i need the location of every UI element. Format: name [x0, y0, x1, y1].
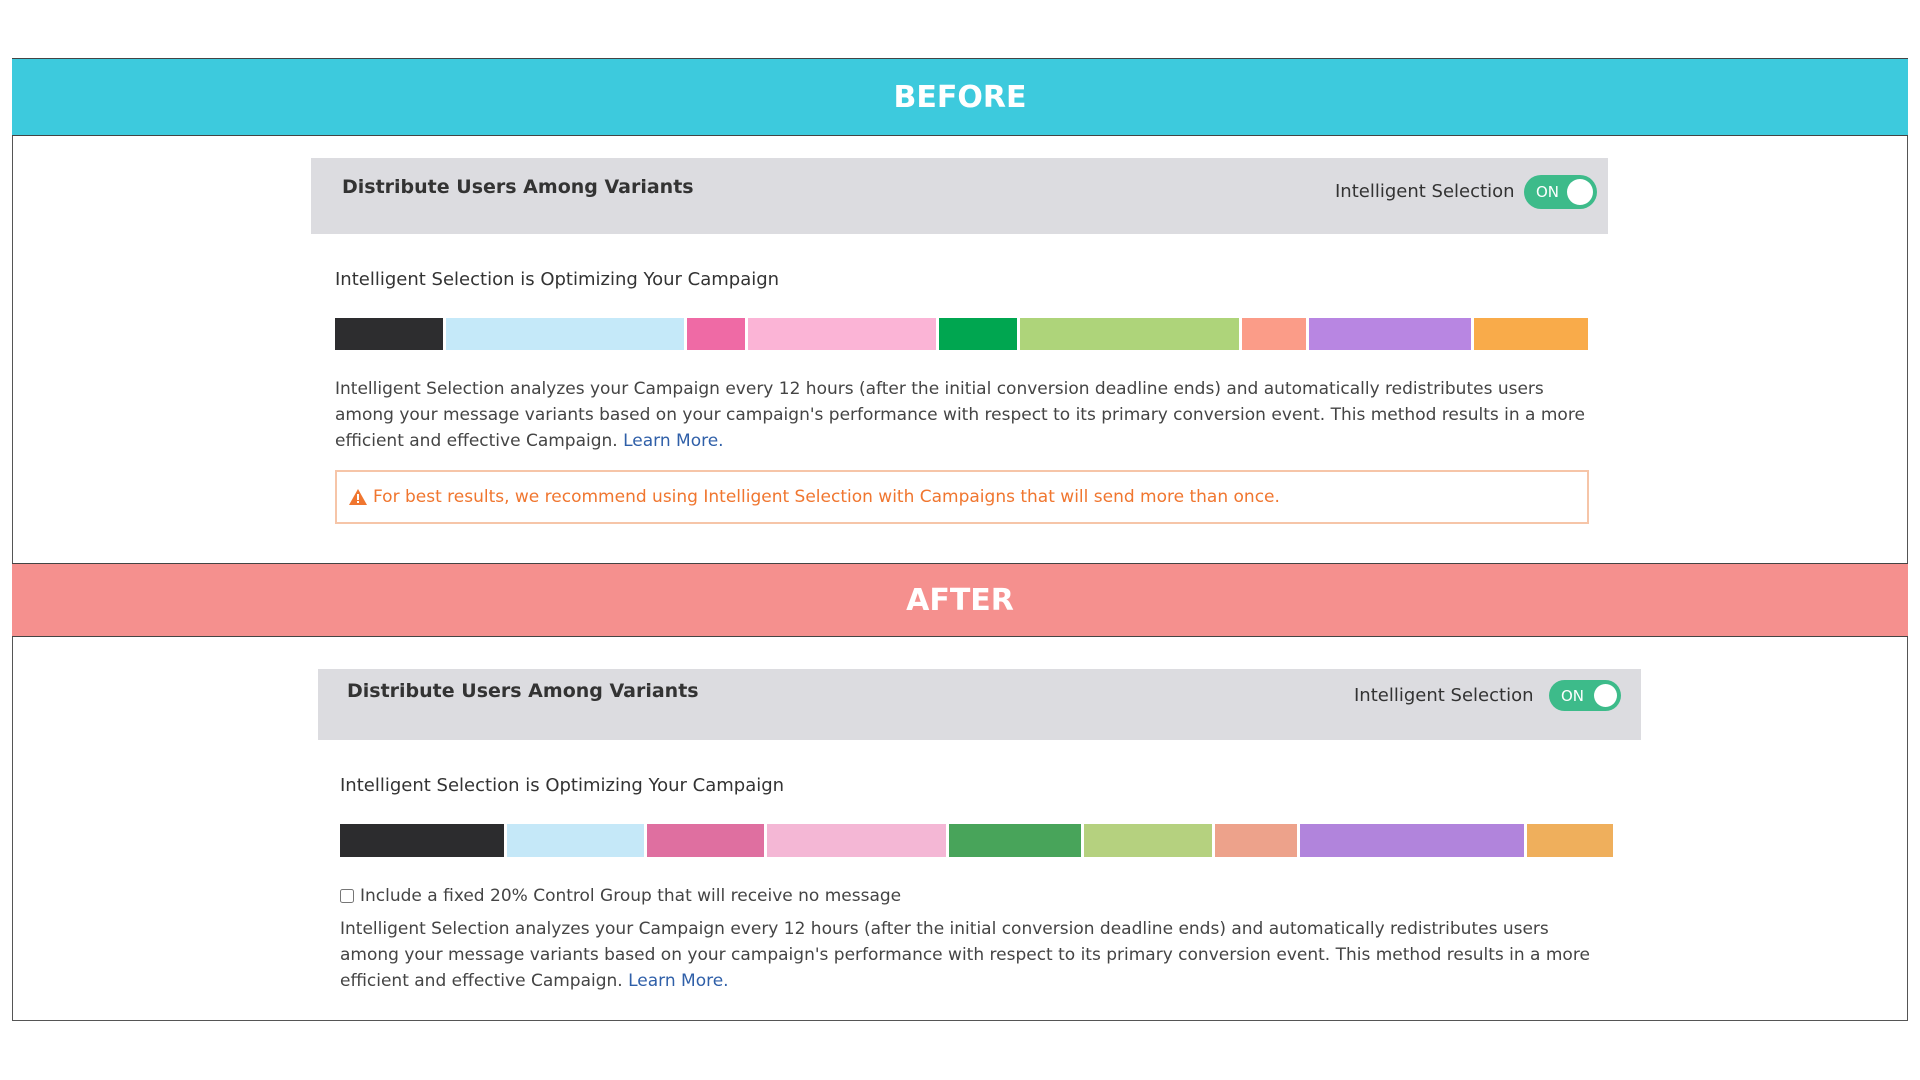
panel-header	[311, 158, 1608, 234]
variant-segment	[340, 824, 504, 857]
variant-segment	[767, 824, 947, 857]
warning-icon	[349, 489, 367, 505]
toggle[interactable]: ON	[1549, 680, 1621, 711]
toggle-label: Intelligent Selection	[1354, 685, 1534, 706]
panel-title: Distribute Users Among Variants	[347, 680, 699, 702]
allocation-bar	[340, 824, 1614, 857]
subtitle: Intelligent Selection is Optimizing Your…	[335, 269, 780, 290]
variant-segment	[1308, 318, 1471, 350]
description: Intelligent Selection analyzes your Camp…	[340, 916, 1610, 994]
variant-segment	[506, 824, 645, 857]
learn-more-link[interactable]: Learn More.	[628, 971, 729, 991]
allocation-bar	[335, 318, 1588, 350]
toggle[interactable]: ON	[1524, 175, 1597, 209]
variant-segment	[647, 824, 765, 857]
control-group-option[interactable]: Include a fixed 20% Control Group that w…	[340, 883, 901, 909]
variant-segment	[1214, 824, 1298, 857]
before-header: BEFORE	[12, 58, 1908, 136]
checkbox[interactable]	[340, 889, 354, 903]
description-text: Intelligent Selection analyzes your Camp…	[335, 379, 1585, 451]
checkbox-label: Include a fixed 20% Control Group that w…	[360, 886, 902, 906]
toggle-state: ON	[1561, 686, 1585, 705]
toggle-state: ON	[1536, 183, 1560, 201]
variant-segment	[938, 318, 1018, 350]
variant-segment	[1300, 824, 1524, 857]
variant-segment	[687, 318, 745, 350]
toggle-knob	[1567, 179, 1593, 205]
variant-segment	[1526, 824, 1614, 857]
toggle-knob	[1594, 684, 1617, 707]
header-text: AFTER	[906, 582, 1014, 618]
warning-box: For best results, we recommend using Int…	[335, 470, 1589, 524]
variant-segment	[747, 318, 936, 350]
variant-segment	[1473, 318, 1588, 350]
learn-more-link[interactable]: Learn More.	[623, 431, 724, 451]
toggle-label: Intelligent Selection	[1335, 181, 1515, 202]
variant-segment	[335, 318, 444, 350]
variant-segment	[1084, 824, 1212, 857]
description-text: Intelligent Selection analyzes your Camp…	[340, 919, 1590, 991]
panel-header	[318, 669, 1641, 740]
header-text: BEFORE	[893, 79, 1027, 115]
after-header: AFTER	[12, 563, 1908, 637]
variant-segment	[949, 824, 1082, 857]
warning-text: For best results, we recommend using Int…	[373, 487, 1280, 507]
variant-segment	[446, 318, 685, 350]
description: Intelligent Selection analyzes your Camp…	[335, 376, 1595, 454]
variant-segment	[1020, 318, 1239, 350]
panel-title: Distribute Users Among Variants	[342, 176, 694, 198]
subtitle: Intelligent Selection is Optimizing Your…	[340, 775, 785, 796]
variant-segment	[1241, 318, 1306, 350]
